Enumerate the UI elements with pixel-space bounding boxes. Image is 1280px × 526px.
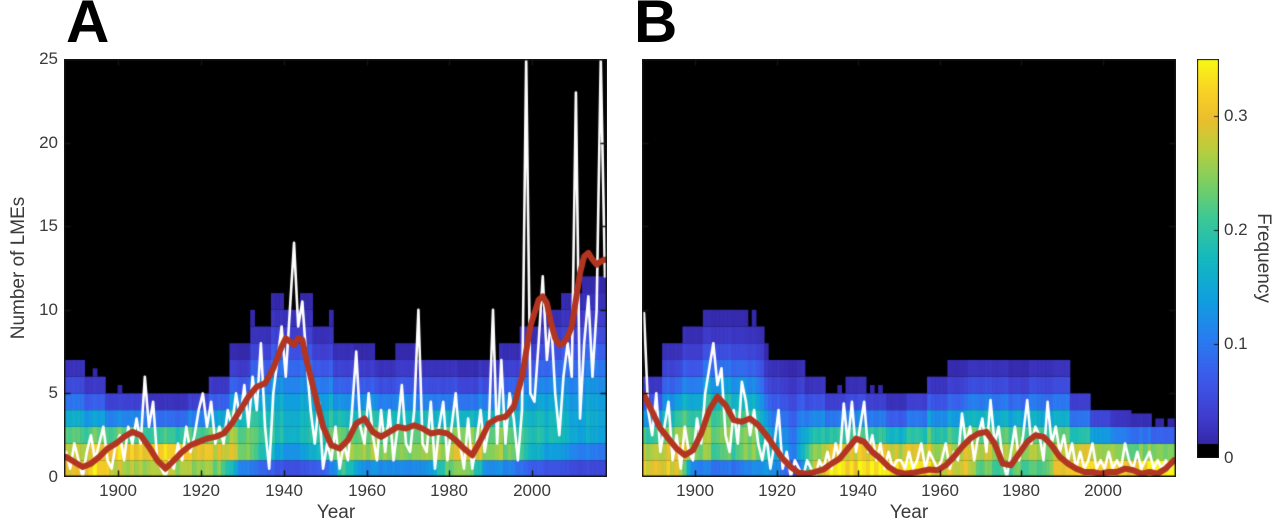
colorbar-tick-0.3: 0.3 [1224, 106, 1248, 125]
panel-b-x-axis-label: Year [889, 502, 929, 523]
colorbar-label: Frequency [1253, 213, 1274, 303]
panel-b-x-tick-1980: 1980 [1002, 481, 1040, 500]
panel-a-x-tick-1980: 1980 [430, 481, 468, 500]
colorbar-tick-0.1: 0.1 [1224, 334, 1248, 353]
panel-b-x-tick-1900: 1900 [676, 481, 714, 500]
panel-a-x-tick-1940: 1940 [265, 481, 303, 500]
panel-b-x-tick-1960: 1960 [921, 481, 959, 500]
panel-b-heatmap-canvas [642, 59, 1176, 477]
colorbar-tick-0.2: 0.2 [1224, 220, 1248, 239]
panel-a-y-tick-5: 5 [48, 383, 58, 402]
panel-a-y-tick-0: 0 [48, 467, 58, 486]
colorbar-canvas [1197, 59, 1219, 458]
panel-a-x-tick-1900: 1900 [99, 481, 137, 500]
panel-a-x-axis-label: Year [316, 502, 356, 523]
panel-b-x-tick-1920: 1920 [758, 481, 796, 500]
panel-a-x-tick-1960: 1960 [348, 481, 386, 500]
panel-b-label: B [634, 0, 678, 55]
panel-b-x-tick-2000: 2000 [1084, 481, 1122, 500]
y-axis-label: Number of LMEs [8, 196, 29, 340]
panel-a-y-tick-20: 20 [39, 133, 58, 152]
panel-a-heatmap-canvas [64, 59, 607, 477]
panel-a-x-tick-2000: 2000 [513, 481, 551, 500]
colorbar-tick-0: 0 [1224, 448, 1234, 467]
panel-b-x-tick-1940: 1940 [839, 481, 877, 500]
panel-a-y-tick-25: 25 [39, 49, 58, 68]
panel-a-y-tick-10: 10 [39, 300, 58, 319]
panel-a-label: A [66, 0, 110, 55]
panel-a-y-tick-15: 15 [39, 216, 58, 235]
panel-a-x-tick-1920: 1920 [182, 481, 220, 500]
